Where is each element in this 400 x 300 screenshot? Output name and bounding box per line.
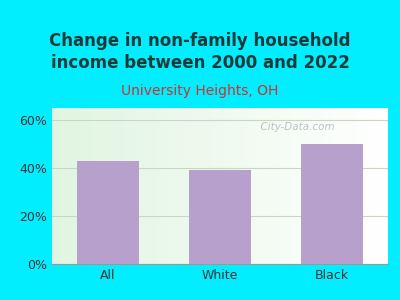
Bar [189, 170, 251, 264]
Text: Change in non-family household
income between 2000 and 2022: Change in non-family household income be… [49, 32, 351, 72]
Bar [301, 144, 363, 264]
Text: University Heights, OH: University Heights, OH [121, 84, 279, 98]
Bar [77, 161, 139, 264]
Text: City-Data.com: City-Data.com [254, 122, 334, 132]
